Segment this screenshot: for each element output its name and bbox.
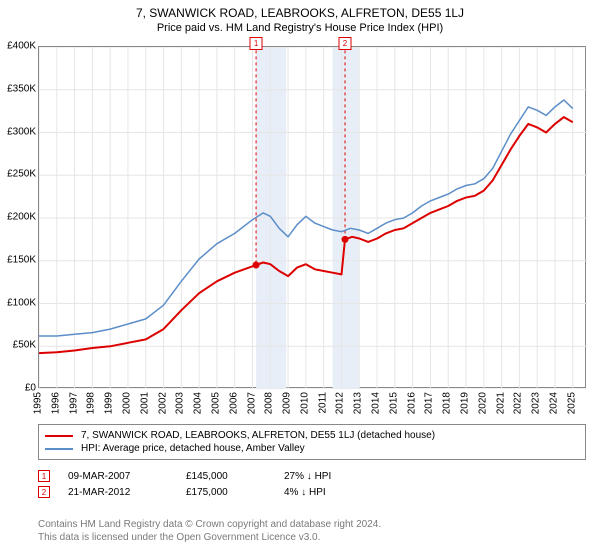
- x-tick-label: 2012: [335, 392, 346, 414]
- y-tick-label: £150K: [7, 254, 36, 265]
- x-tick-label: 2015: [388, 392, 399, 414]
- legend-label-property: 7, SWANWICK ROAD, LEABROOKS, ALFRETON, D…: [81, 430, 435, 441]
- x-tick-label: 2001: [139, 392, 150, 414]
- x-tick-label: 2007: [246, 392, 257, 414]
- sale-marker-1: 1: [250, 37, 263, 50]
- x-tick-label: 1996: [50, 392, 61, 414]
- x-tick-label: 2006: [228, 392, 239, 414]
- sale-price-2: £175,000: [186, 487, 266, 498]
- x-tick-label: 2003: [175, 392, 186, 414]
- x-tick-label: 2002: [157, 392, 168, 414]
- sale-delta-1: 27% ↓ HPI: [284, 471, 384, 482]
- y-tick-label: £400K: [7, 41, 36, 52]
- x-tick-label: 2008: [264, 392, 275, 414]
- legend-swatch-hpi: [45, 448, 73, 450]
- y-tick-label: £100K: [7, 297, 36, 308]
- x-tick-label: 1999: [104, 392, 115, 414]
- x-tick-label: 2004: [193, 392, 204, 414]
- x-tick-label: 2020: [477, 392, 488, 414]
- legend-row-hpi: HPI: Average price, detached house, Ambe…: [45, 442, 579, 455]
- x-tick-label: 2000: [121, 392, 132, 414]
- y-tick-label: £50K: [13, 340, 36, 351]
- sale-delta-2: 4% ↓ HPI: [284, 487, 384, 498]
- sale-date-2: 21-MAR-2012: [68, 487, 168, 498]
- x-tick-label: 2013: [353, 392, 364, 414]
- footer-line-2: This data is licensed under the Open Gov…: [38, 531, 381, 544]
- x-tick-label: 1998: [86, 392, 97, 414]
- legend-label-hpi: HPI: Average price, detached house, Ambe…: [81, 443, 305, 454]
- x-tick-label: 2024: [548, 392, 559, 414]
- x-tick-label: 2011: [317, 392, 328, 414]
- y-tick-label: £250K: [7, 169, 36, 180]
- x-tick-label: 2025: [566, 392, 577, 414]
- plot-area: 12: [38, 46, 586, 388]
- chart-subtitle: Price paid vs. HM Land Registry's House …: [0, 20, 600, 34]
- legend-swatch-property: [45, 435, 73, 437]
- x-tick-label: 2005: [210, 392, 221, 414]
- legend: 7, SWANWICK ROAD, LEABROOKS, ALFRETON, D…: [38, 424, 586, 500]
- x-tick-label: 2010: [299, 392, 310, 414]
- y-tick-label: £300K: [7, 126, 36, 137]
- footer: Contains HM Land Registry data © Crown c…: [38, 518, 381, 544]
- chart-container: 7, SWANWICK ROAD, LEABROOKS, ALFRETON, D…: [0, 0, 600, 560]
- x-tick-label: 2019: [460, 392, 471, 414]
- x-tick-label: 2021: [495, 392, 506, 414]
- x-tick-label: 2014: [371, 392, 382, 414]
- sale-marker-2-icon: 2: [38, 486, 50, 498]
- x-tick-label: 1997: [68, 392, 79, 414]
- chart-title: 7, SWANWICK ROAD, LEABROOKS, ALFRETON, D…: [0, 0, 600, 20]
- x-tick-label: 2023: [531, 392, 542, 414]
- sales-table: 1 09-MAR-2007 £145,000 27% ↓ HPI 2 21-MA…: [38, 468, 586, 500]
- plot-svg: [39, 47, 587, 389]
- sale-marker-1-icon: 1: [38, 470, 50, 482]
- sale-marker-2: 2: [339, 37, 352, 50]
- legend-box: 7, SWANWICK ROAD, LEABROOKS, ALFRETON, D…: [38, 424, 586, 460]
- sale-price-1: £145,000: [186, 471, 266, 482]
- y-tick-label: £200K: [7, 212, 36, 223]
- sale-row-2: 2 21-MAR-2012 £175,000 4% ↓ HPI: [38, 484, 586, 500]
- x-tick-label: 2022: [513, 392, 524, 414]
- y-tick-label: £350K: [7, 83, 36, 94]
- x-tick-label: 1995: [33, 392, 44, 414]
- x-tick-label: 2009: [282, 392, 293, 414]
- sale-row-1: 1 09-MAR-2007 £145,000 27% ↓ HPI: [38, 468, 586, 484]
- x-tick-label: 2018: [442, 392, 453, 414]
- x-tick-label: 2016: [406, 392, 417, 414]
- footer-line-1: Contains HM Land Registry data © Crown c…: [38, 518, 381, 531]
- legend-row-property: 7, SWANWICK ROAD, LEABROOKS, ALFRETON, D…: [45, 429, 579, 442]
- sale-date-1: 09-MAR-2007: [68, 471, 168, 482]
- x-tick-label: 2017: [424, 392, 435, 414]
